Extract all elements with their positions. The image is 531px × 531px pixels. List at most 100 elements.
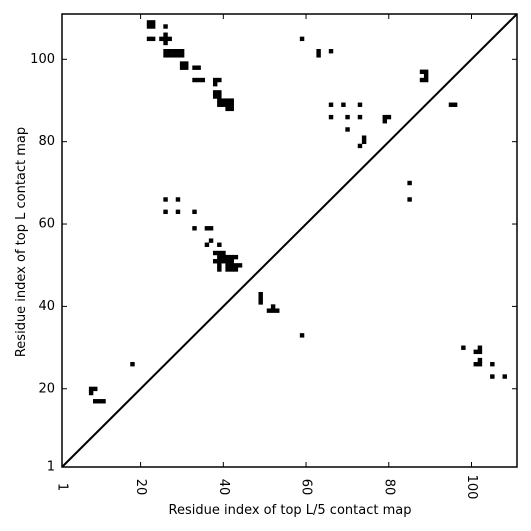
contact-cell-top-l [217, 250, 222, 256]
contact-cell-top-l5 [357, 143, 363, 149]
contact-cell-top-l5 [221, 98, 226, 103]
x-tick-label: 100 [464, 475, 479, 500]
contact-cell-top-l [175, 197, 181, 202]
y-tick-label: 40 [38, 299, 55, 314]
contact-cell-top-l5 [150, 24, 156, 29]
contact-cell-top-l5 [407, 180, 412, 186]
contact-cell-top-l5 [163, 24, 168, 29]
contact-cell-top-l5 [163, 40, 168, 46]
contact-cell-top-l5 [192, 65, 197, 70]
contact-cell-top-l [270, 308, 276, 313]
contact-cell-top-l5 [163, 36, 168, 42]
contact-cell-top-l5 [179, 61, 185, 66]
contact-cell-top-l5 [419, 77, 425, 83]
x-axis-ticks: 1 20 40 60 80 100 [55, 14, 479, 500]
contact-cell-top-l5 [217, 90, 222, 95]
contact-cell-top-l5 [175, 53, 181, 58]
contact-cell-top-l5 [229, 106, 234, 112]
diagonal-line [61, 13, 518, 468]
contact-cell-top-l5 [196, 65, 201, 70]
contact-cell-top-l5 [175, 49, 181, 54]
contact-cell-top-l [477, 345, 483, 350]
contact-cell-top-l [237, 263, 243, 268]
contact-cell-top-l5 [328, 49, 334, 54]
contact-cell-top-l5 [357, 114, 363, 120]
contact-cell-top-l5 [212, 94, 218, 99]
contact-cell-top-l5 [146, 20, 152, 25]
contact-cell-top-l [258, 291, 263, 297]
contact-cell-top-l [221, 250, 226, 256]
x-tick-label: 60 [299, 479, 314, 496]
contact-cell-top-l [93, 386, 98, 392]
contact-cell-top-l5 [423, 77, 429, 83]
contact-cell-top-l5 [212, 81, 218, 87]
contact-cell-top-l5 [184, 65, 189, 70]
contact-cell-top-l5 [159, 36, 164, 42]
contact-cell-top-l5 [200, 77, 206, 83]
contact-cell-top-l [204, 242, 210, 247]
contact-cell-top-l [490, 374, 495, 379]
contact-cell-top-l5 [192, 77, 197, 83]
contact-cell-top-l5 [407, 197, 412, 202]
contact-cell-top-l5 [382, 114, 388, 120]
y-tick-label: 100 [30, 52, 55, 67]
contact-cell-top-l [477, 361, 483, 367]
contact-cell-top-l [221, 254, 226, 260]
contact-cell-top-l5 [229, 98, 234, 103]
contact-cell-top-l5 [225, 98, 230, 103]
contact-cell-top-l [208, 226, 214, 231]
contact-cell-top-l5 [382, 119, 388, 124]
contact-cell-top-l [217, 259, 222, 264]
contact-cell-top-l5 [423, 69, 429, 75]
contact-cell-top-l5 [225, 106, 230, 112]
contact-cell-top-l [233, 267, 239, 272]
contact-cell-top-l [163, 197, 168, 202]
contact-cell-top-l5 [316, 49, 321, 54]
contact-cell-top-l5 [179, 65, 185, 70]
contact-cell-top-l [225, 267, 230, 272]
contact-cell-top-l [130, 361, 135, 367]
contact-cell-top-l [275, 308, 280, 313]
contact-cell-top-l5 [448, 102, 454, 107]
contact-cell-top-l5 [419, 69, 425, 75]
contact-cell-top-l [225, 263, 230, 268]
contact-cell-top-l [192, 209, 197, 215]
contact-cell-top-l5 [184, 61, 189, 66]
contact-cell-top-l [88, 390, 94, 396]
x-axis-label: Residue index of top L/5 contact map [169, 503, 412, 518]
contact-cell-top-l5 [196, 77, 201, 83]
contact-cell-top-l [163, 209, 168, 215]
contact-cell-top-l5 [167, 53, 172, 58]
contact-cell-top-l5 [361, 135, 367, 140]
contact-cell-top-l [473, 349, 479, 355]
plot-frame [61, 13, 518, 468]
y-tick-label: 80 [38, 134, 55, 149]
contact-cell-top-l5 [217, 102, 222, 107]
contact-cell-top-l5 [163, 32, 168, 37]
contact-cell-top-l [212, 250, 218, 256]
contact-cell-top-l5 [341, 102, 346, 107]
contact-cell-top-l [221, 259, 226, 264]
x-tick-label: 40 [216, 479, 231, 496]
contact-cell-top-l5 [361, 139, 367, 145]
contact-cell-top-l5 [179, 49, 185, 54]
contact-cell-top-l [217, 254, 222, 260]
contact-cell-top-l5 [229, 102, 234, 107]
contact-cell-top-l5 [163, 53, 168, 58]
contact-cell-top-l5 [423, 73, 429, 79]
x-tick-label: 80 [381, 479, 396, 496]
contact-cell-top-l [477, 349, 483, 355]
contact-cell-top-l5 [150, 20, 156, 25]
contact-cell-top-l5 [328, 114, 334, 120]
contact-cell-top-l [229, 267, 234, 272]
contact-cell-top-l [502, 374, 507, 379]
contact-cell-top-l [258, 300, 263, 305]
contact-cell-top-l5 [167, 49, 172, 54]
x-tick-label: 1 [55, 483, 70, 491]
contact-cell-top-l [270, 304, 276, 309]
contact-cell-top-l [208, 238, 214, 243]
contact-cell-top-l5 [221, 102, 226, 107]
contact-cell-top-l5 [386, 114, 392, 120]
contact-cell-top-l [225, 259, 230, 264]
